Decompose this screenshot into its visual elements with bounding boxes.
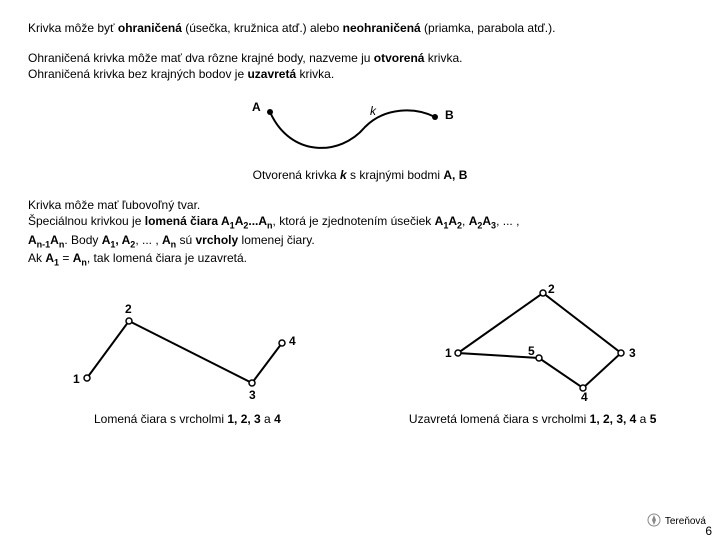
svg-text:1: 1 bbox=[73, 372, 80, 386]
svg-text:1: 1 bbox=[445, 346, 452, 360]
svg-text:3: 3 bbox=[249, 388, 256, 402]
t: ohraničená bbox=[118, 21, 182, 35]
t: Krivka môže byť bbox=[28, 21, 118, 35]
open-curve-figure: A B k Otvorená krivka k s krajnými bodmi… bbox=[28, 97, 692, 183]
open-curve-caption: Otvorená krivka k s krajnými bodmi A, B bbox=[28, 167, 692, 183]
svg-text:2: 2 bbox=[548, 283, 555, 296]
closed-polyline-figure: 1 2 3 4 5 Uzavretá lomená čiara s vrchol… bbox=[373, 283, 692, 427]
page-number: 6 bbox=[705, 524, 712, 538]
para-open-closed: Ohraničená krivka môže mať dva rôzne kra… bbox=[28, 50, 692, 82]
svg-text:3: 3 bbox=[629, 346, 636, 360]
footer-author: Tereňová bbox=[647, 513, 706, 530]
t: (priamka, parabola atď.). bbox=[421, 21, 556, 35]
closed-polyline-caption: Uzavretá lomená čiara s vrcholmi 1, 2, 3… bbox=[373, 411, 692, 427]
compass-icon bbox=[647, 513, 661, 530]
svg-text:4: 4 bbox=[581, 390, 588, 403]
svg-text:2: 2 bbox=[125, 302, 132, 316]
t: otvorená bbox=[374, 51, 425, 65]
t: Ohraničená krivka môže mať dva rôzne kra… bbox=[28, 51, 374, 65]
svg-text:4: 4 bbox=[289, 334, 296, 348]
t: uzavretá bbox=[247, 67, 296, 81]
label-A: A bbox=[252, 100, 261, 114]
label-k: k bbox=[370, 104, 377, 118]
t: Ohraničená krivka bez krajných bodov je bbox=[28, 67, 247, 81]
t: neohraničená bbox=[343, 21, 421, 35]
para-polyline: Krivka môže mať ľubovoľný tvar. Špeciáln… bbox=[28, 197, 692, 269]
svg-text:5: 5 bbox=[528, 344, 535, 358]
open-polyline-figure: 1 2 3 4 Lomená čiara s vrcholmi 1, 2, 3 … bbox=[28, 283, 347, 427]
para-bounded: Krivka môže byť ohraničená (úsečka, kruž… bbox=[28, 20, 692, 36]
open-polyline-caption: Lomená čiara s vrcholmi 1, 2, 3 a 4 bbox=[28, 411, 347, 427]
t: krivka. bbox=[296, 67, 334, 81]
t: krivka. bbox=[424, 51, 462, 65]
t: (úsečka, kružnica atď.) alebo bbox=[182, 21, 343, 35]
label-B: B bbox=[445, 108, 454, 122]
